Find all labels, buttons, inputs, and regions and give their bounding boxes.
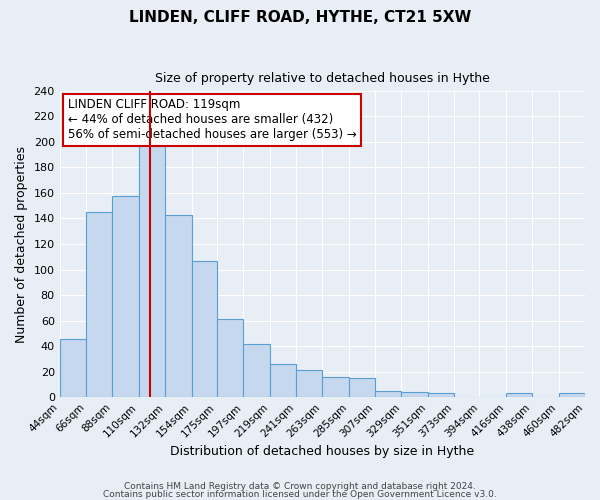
Bar (86, 212, 112, 397)
Title: Size of property relative to detached houses in Hythe: Size of property relative to detached ho… (155, 72, 490, 86)
Text: LINDEN CLIFF ROAD: 119sqm
← 44% of detached houses are smaller (432)
56% of semi: LINDEN CLIFF ROAD: 119sqm ← 44% of detac… (68, 98, 356, 142)
Bar (296, 370, 322, 397)
Bar (559, 394, 585, 397)
Bar (112, 196, 139, 397)
Bar (191, 260, 217, 397)
Text: LINDEN, CLIFF ROAD, HYTHE, CT21 5XW: LINDEN, CLIFF ROAD, HYTHE, CT21 5XW (129, 10, 471, 25)
Text: Contains HM Land Registry data © Crown copyright and database right 2024.: Contains HM Land Registry data © Crown c… (124, 482, 476, 491)
Text: Contains public sector information licensed under the Open Government Licence v3: Contains public sector information licen… (103, 490, 497, 499)
Bar (59, 338, 86, 397)
Bar (349, 378, 375, 397)
Bar (506, 394, 532, 397)
Bar (322, 377, 349, 397)
Bar (243, 344, 269, 397)
Bar (269, 364, 296, 397)
Bar (217, 320, 243, 397)
Bar (401, 392, 428, 397)
Bar (139, 142, 165, 397)
Bar (165, 214, 191, 397)
Bar (375, 391, 401, 397)
X-axis label: Distribution of detached houses by size in Hythe: Distribution of detached houses by size … (170, 444, 475, 458)
Bar (428, 394, 454, 397)
Y-axis label: Number of detached properties: Number of detached properties (15, 146, 28, 342)
